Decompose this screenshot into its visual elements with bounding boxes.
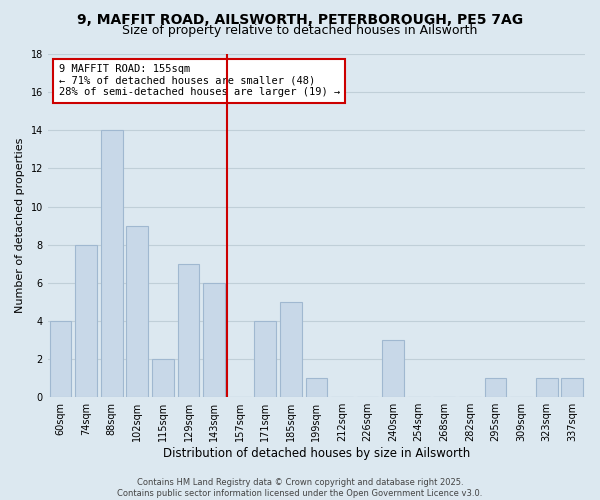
- Bar: [254, 321, 276, 397]
- Y-axis label: Number of detached properties: Number of detached properties: [15, 138, 25, 314]
- Text: 9, MAFFIT ROAD, AILSWORTH, PETERBOROUGH, PE5 7AG: 9, MAFFIT ROAD, AILSWORTH, PETERBOROUGH,…: [77, 12, 523, 26]
- Text: Size of property relative to detached houses in Ailsworth: Size of property relative to detached ho…: [122, 24, 478, 37]
- Bar: [101, 130, 122, 397]
- Bar: [485, 378, 506, 397]
- Text: 9 MAFFIT ROAD: 155sqm
← 71% of detached houses are smaller (48)
28% of semi-deta: 9 MAFFIT ROAD: 155sqm ← 71% of detached …: [59, 64, 340, 98]
- Bar: [536, 378, 557, 397]
- Bar: [382, 340, 404, 397]
- Bar: [305, 378, 327, 397]
- Bar: [203, 283, 225, 397]
- Bar: [127, 226, 148, 397]
- Bar: [50, 321, 71, 397]
- Text: Contains HM Land Registry data © Crown copyright and database right 2025.
Contai: Contains HM Land Registry data © Crown c…: [118, 478, 482, 498]
- Bar: [562, 378, 583, 397]
- Bar: [178, 264, 199, 397]
- X-axis label: Distribution of detached houses by size in Ailsworth: Distribution of detached houses by size …: [163, 447, 470, 460]
- Bar: [152, 359, 174, 397]
- Bar: [75, 244, 97, 397]
- Bar: [280, 302, 302, 397]
